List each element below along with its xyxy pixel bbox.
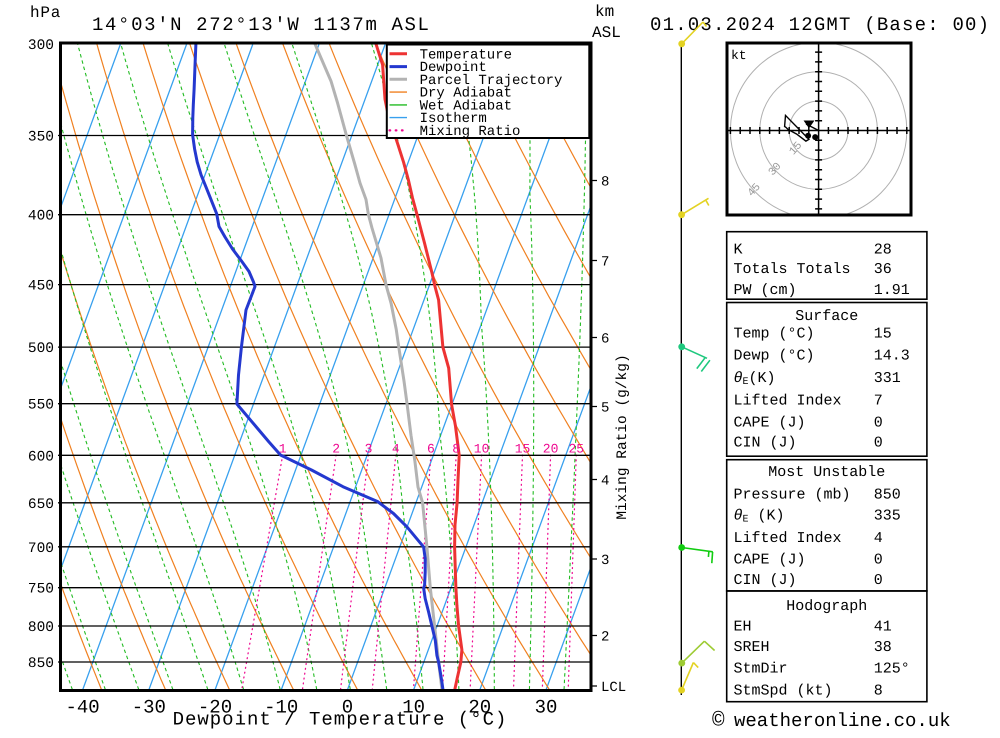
svg-text:8: 8 [601, 175, 609, 191]
svg-text:Mixing Ratio: Mixing Ratio [420, 124, 521, 140]
svg-text:350: 350 [28, 130, 54, 146]
svg-text:LCL: LCL [601, 680, 626, 696]
svg-text:Temp (°C): Temp (°C) [734, 326, 815, 343]
svg-text:Wet Adiabat: Wet Adiabat [420, 98, 512, 114]
svg-text:331: 331 [874, 370, 901, 387]
svg-text:5: 5 [601, 401, 609, 417]
svg-text:7: 7 [601, 255, 609, 271]
svg-text:15: 15 [874, 326, 892, 343]
svg-text:Dewpoint / Temperature (°C): Dewpoint / Temperature (°C) [173, 709, 508, 731]
svg-text:41: 41 [874, 618, 892, 635]
svg-text:Lifted Index: Lifted Index [734, 530, 842, 547]
svg-text:4: 4 [601, 474, 609, 490]
svg-text:weatheronline.co.uk: weatheronline.co.uk [734, 710, 951, 732]
svg-text:-10: -10 [264, 697, 298, 719]
svg-text:15: 15 [515, 442, 531, 457]
svg-text:450: 450 [28, 279, 54, 295]
svg-text:θE (K): θE (K) [734, 508, 785, 526]
svg-text:Totals Totals: Totals Totals [734, 261, 851, 278]
svg-text:850: 850 [28, 656, 54, 672]
svg-text:4: 4 [874, 530, 883, 547]
svg-text:400: 400 [28, 209, 54, 225]
svg-text:Isotherm: Isotherm [420, 111, 487, 127]
svg-text:Dewpoint: Dewpoint [420, 60, 487, 76]
svg-text:1: 1 [279, 442, 287, 457]
svg-text:Lifted Index: Lifted Index [734, 393, 842, 410]
svg-text:Surface: Surface [795, 308, 858, 325]
svg-text:Most Unstable: Most Unstable [768, 464, 885, 481]
svg-text:-20: -20 [198, 697, 232, 719]
svg-text:1.91: 1.91 [874, 282, 910, 299]
svg-text:Temperature: Temperature [420, 47, 512, 63]
svg-text:kt: kt [731, 48, 747, 63]
svg-text:0: 0 [342, 697, 353, 719]
svg-text:Parcel Trajectory: Parcel Trajectory [420, 73, 563, 89]
svg-text:20: 20 [468, 697, 491, 719]
svg-text:K: K [734, 242, 743, 259]
svg-text:Mixing Ratio (g/kg): Mixing Ratio (g/kg) [615, 354, 631, 519]
svg-text:335: 335 [874, 508, 901, 525]
svg-text:0: 0 [874, 435, 883, 452]
svg-text:CIN (J): CIN (J) [734, 572, 797, 589]
svg-text:StmSpd (kt): StmSpd (kt) [734, 683, 833, 700]
svg-text:38: 38 [874, 639, 892, 656]
svg-text:6: 6 [427, 442, 435, 457]
svg-text:8: 8 [452, 442, 460, 457]
svg-text:CAPE (J): CAPE (J) [734, 551, 806, 568]
svg-text:©: © [712, 710, 725, 733]
svg-text:700: 700 [28, 541, 54, 557]
svg-text:25: 25 [568, 442, 584, 457]
svg-text:850: 850 [874, 487, 901, 504]
svg-text:ASL: ASL [592, 24, 621, 42]
svg-text:3: 3 [365, 442, 373, 457]
svg-text:2: 2 [601, 630, 609, 646]
svg-text:Dewp (°C): Dewp (°C) [734, 348, 815, 365]
svg-text:4: 4 [392, 442, 400, 457]
svg-text:7: 7 [874, 393, 883, 410]
svg-text:StmDir: StmDir [734, 661, 788, 678]
svg-text:600: 600 [28, 449, 54, 465]
svg-text:2: 2 [332, 442, 340, 457]
svg-text:500: 500 [28, 341, 54, 357]
svg-text:650: 650 [28, 497, 54, 513]
svg-text:14°03'N 272°13'W 1137m ASL: 14°03'N 272°13'W 1137m ASL [92, 14, 431, 36]
svg-text:01.03.2024 12GMT (Base: 00): 01.03.2024 12GMT (Base: 00) [650, 14, 990, 36]
svg-text:Hodograph: Hodograph [786, 598, 867, 615]
svg-text:CIN (J): CIN (J) [734, 435, 797, 452]
svg-text:CAPE (J): CAPE (J) [734, 415, 806, 432]
svg-text:km: km [595, 3, 614, 21]
svg-text:PW (cm): PW (cm) [734, 282, 797, 299]
svg-text:10: 10 [402, 697, 425, 719]
svg-text:800: 800 [28, 620, 54, 636]
svg-text:-30: -30 [132, 697, 166, 719]
svg-text:36: 36 [874, 261, 892, 278]
svg-text:0: 0 [874, 551, 883, 568]
svg-text:8: 8 [874, 683, 883, 700]
svg-text:-40: -40 [65, 697, 99, 719]
svg-text:125°: 125° [874, 661, 910, 678]
svg-text:750: 750 [28, 582, 54, 598]
svg-text:0: 0 [874, 415, 883, 432]
svg-text:30: 30 [535, 697, 558, 719]
svg-text:14.3: 14.3 [874, 348, 910, 365]
svg-text:300: 300 [28, 38, 54, 54]
svg-text:SREH: SREH [734, 639, 770, 656]
svg-text:550: 550 [28, 398, 54, 414]
svg-text:6: 6 [601, 332, 609, 348]
svg-text:20: 20 [543, 442, 559, 457]
svg-text:28: 28 [874, 242, 892, 259]
svg-text:Pressure (mb): Pressure (mb) [734, 487, 851, 504]
svg-text:EH: EH [734, 618, 752, 635]
svg-text:hPa: hPa [30, 4, 61, 22]
svg-text:Dry Adiabat: Dry Adiabat [420, 86, 512, 102]
svg-text:θE(K): θE(K) [734, 370, 776, 388]
svg-text:10: 10 [474, 442, 490, 457]
svg-text:3: 3 [601, 553, 609, 569]
svg-text:0: 0 [874, 572, 883, 589]
